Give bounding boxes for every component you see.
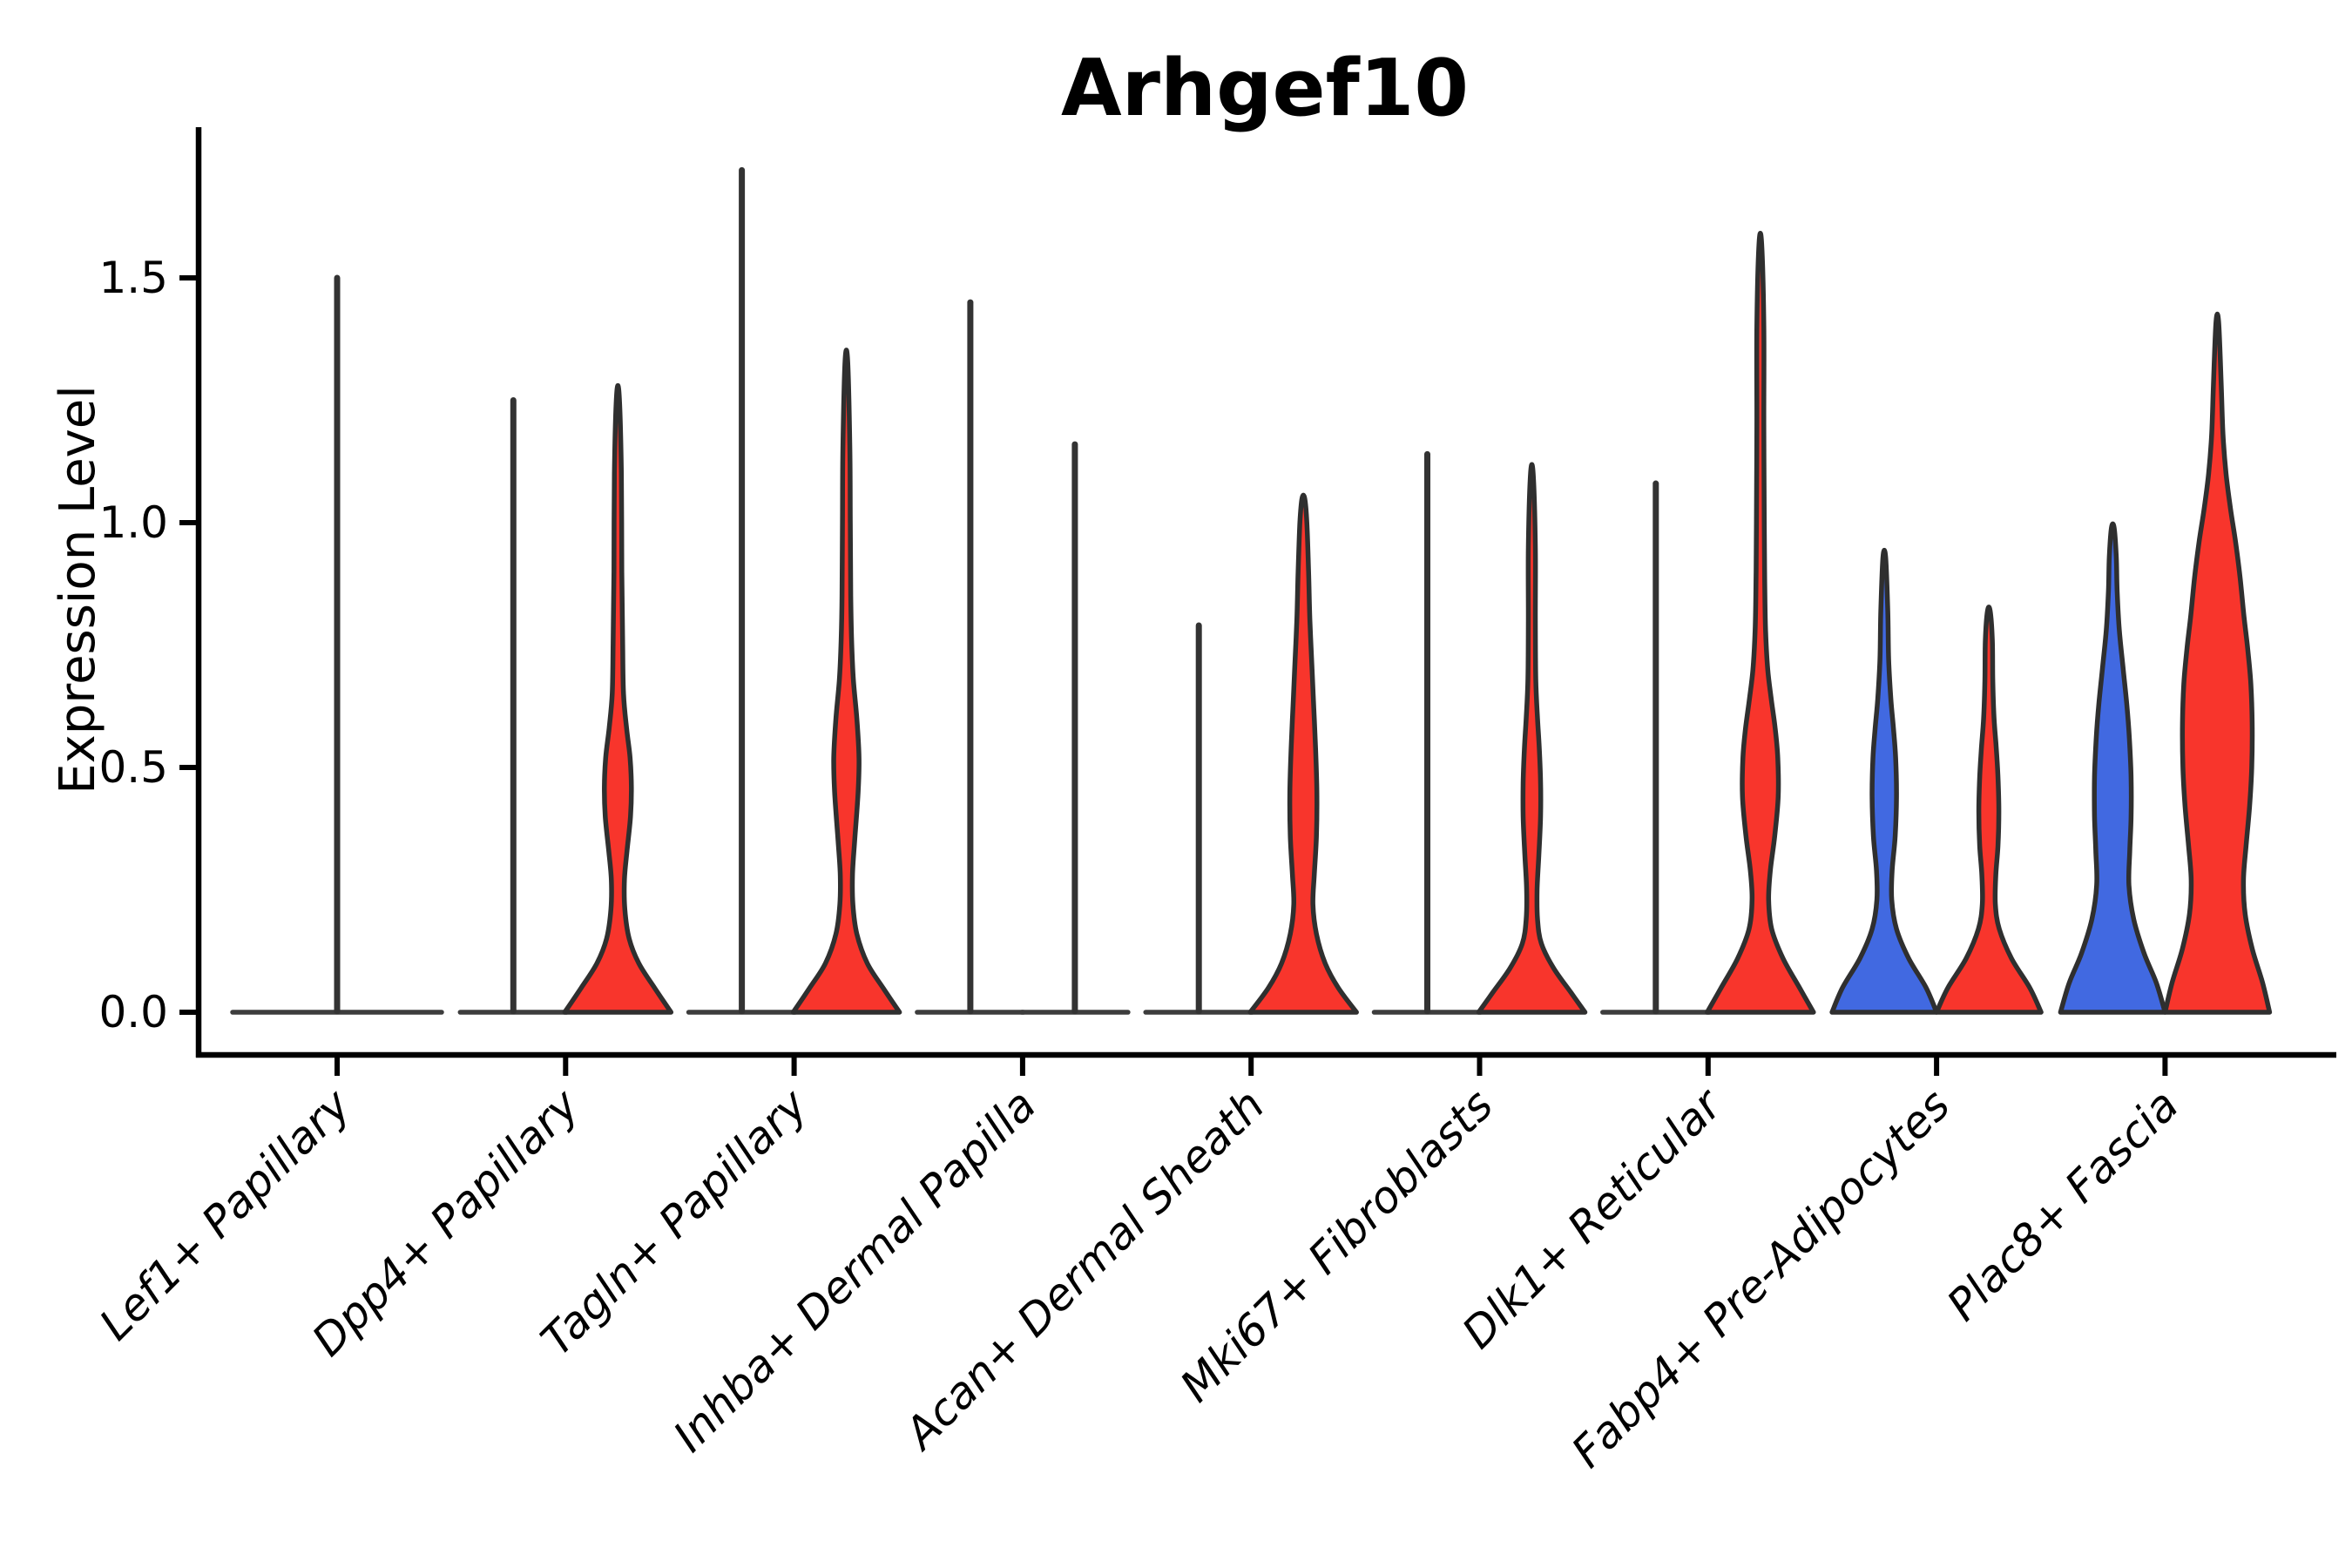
violin-plac8-fascia-left: [2058, 521, 2168, 1015]
violin-dlk1-reticular-right: [1705, 230, 1816, 1015]
violins: [230, 166, 2273, 1015]
y-tick-label: 1.0: [98, 497, 168, 548]
y-tick-label: 0.5: [98, 742, 168, 793]
violin-tagln-papillary-right: [790, 348, 902, 1015]
x-tick-label-fabp4-pre-adipocytes: Fabp4+ Pre-Adipocytes: [1562, 1079, 1960, 1477]
violin-acan-dermal-sheath-right: [1247, 492, 1359, 1015]
violin-fabp4-pre-adipocytes-left: [1829, 547, 1939, 1015]
x-tick-label-acan-dermal-sheath: Acan+ Dermal Sheath: [894, 1079, 1274, 1460]
y-axis-label: Expression Level: [50, 385, 106, 794]
violin-fabp4-pre-adipocytes-right: [1934, 605, 2044, 1015]
axes: [179, 127, 2336, 1076]
violin-dpp4-papillary-right: [562, 382, 674, 1015]
y-tick-label: 1.5: [98, 253, 168, 303]
chart-title: Arhgef10: [1061, 43, 1469, 134]
x-tick-label-inhba-dermal-papilla: Inhba+ Dermal Papilla: [664, 1079, 1045, 1461]
y-tick-label: 0.0: [98, 987, 168, 1037]
x-tick-label-lef1-papillary: Lef1+ Papillary: [90, 1078, 361, 1349]
violin-plac8-fascia-right: [2162, 311, 2273, 1015]
violin-mki67-fibroblasts-right: [1476, 462, 1588, 1015]
x-tick-label-plac8-fascia: Plac8+ Fascia: [1937, 1079, 2188, 1330]
